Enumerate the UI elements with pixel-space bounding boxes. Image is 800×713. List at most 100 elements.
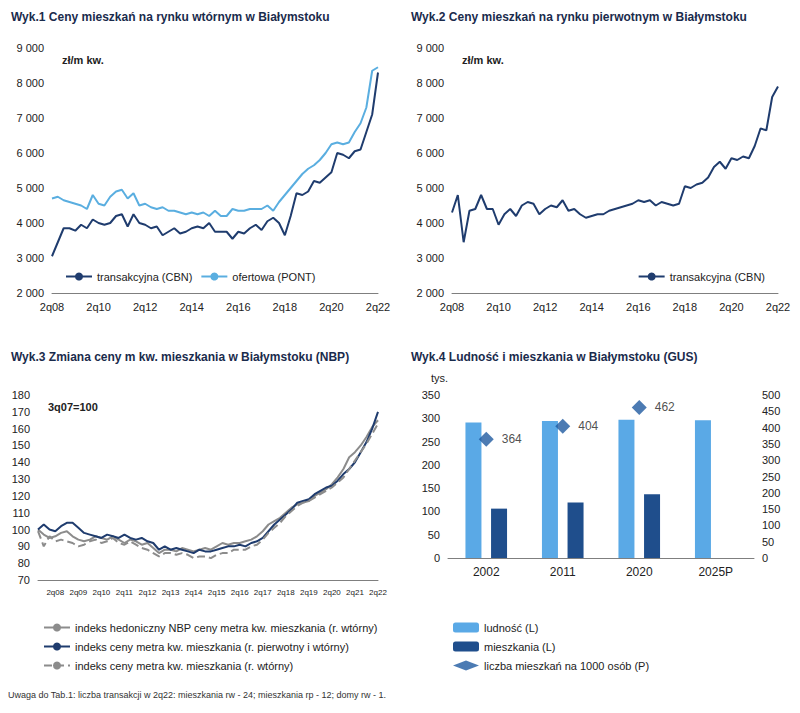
svg-text:404: 404 — [578, 419, 598, 433]
svg-text:2q17: 2q17 — [254, 588, 272, 597]
svg-text:130: 130 — [12, 473, 30, 485]
svg-text:2q10: 2q10 — [486, 301, 510, 313]
svg-text:2q21: 2q21 — [346, 588, 364, 597]
svg-text:2q18: 2q18 — [673, 301, 697, 313]
svg-text:2q20: 2q20 — [719, 301, 743, 313]
svg-text:0: 0 — [434, 552, 440, 564]
svg-text:3 000: 3 000 — [16, 252, 44, 264]
svg-text:2q18: 2q18 — [273, 301, 297, 313]
svg-text:2q16: 2q16 — [226, 301, 250, 313]
svg-text:50: 50 — [762, 536, 774, 548]
svg-text:0: 0 — [762, 552, 768, 564]
svg-text:300: 300 — [422, 412, 440, 424]
svg-text:7 000: 7 000 — [416, 112, 444, 124]
svg-text:Wyk.2 Ceny mieszkań na rynku p: Wyk.2 Ceny mieszkań na rynku pierwotnym … — [411, 10, 747, 24]
svg-text:364: 364 — [502, 432, 522, 446]
svg-text:100: 100 — [762, 519, 780, 531]
svg-text:2q22: 2q22 — [369, 588, 387, 597]
svg-text:2q10: 2q10 — [92, 588, 110, 597]
svg-text:2q22: 2q22 — [766, 301, 790, 313]
svg-text:300: 300 — [762, 454, 780, 466]
svg-text:50: 50 — [428, 529, 440, 541]
svg-text:2q09: 2q09 — [69, 588, 87, 597]
svg-text:2002: 2002 — [473, 565, 500, 579]
svg-text:150: 150 — [422, 482, 440, 494]
svg-text:2020: 2020 — [626, 565, 653, 579]
svg-text:6 000: 6 000 — [16, 147, 44, 159]
svg-text:2q16: 2q16 — [626, 301, 650, 313]
svg-text:3q07=100: 3q07=100 — [48, 401, 98, 413]
svg-text:2q12: 2q12 — [133, 301, 157, 313]
svg-text:2q14: 2q14 — [179, 301, 203, 313]
svg-text:5 000: 5 000 — [416, 182, 444, 194]
svg-text:7 000: 7 000 — [16, 112, 44, 124]
svg-text:8 000: 8 000 — [416, 77, 444, 89]
svg-text:indeks hedoniczny NBP ceny met: indeks hedoniczny NBP ceny metra kw. mie… — [75, 622, 377, 634]
svg-text:indeks ceny metra kw. mieszkan: indeks ceny metra kw. mieszkania (r. pie… — [75, 641, 349, 653]
svg-text:80: 80 — [18, 557, 30, 569]
svg-text:6 000: 6 000 — [416, 147, 444, 159]
svg-text:zł/m kw.: zł/m kw. — [62, 54, 104, 66]
svg-text:2q15: 2q15 — [208, 588, 226, 597]
svg-text:2q14: 2q14 — [185, 588, 203, 597]
svg-text:2025P: 2025P — [698, 565, 733, 579]
svg-text:mieszkania (L): mieszkania (L) — [484, 641, 556, 653]
svg-text:2011: 2011 — [550, 565, 576, 579]
svg-text:200: 200 — [422, 459, 440, 471]
svg-text:160: 160 — [12, 423, 30, 435]
svg-text:250: 250 — [422, 436, 440, 448]
svg-text:transakcyjna (CBN): transakcyjna (CBN) — [97, 271, 192, 283]
svg-text:462: 462 — [655, 400, 675, 414]
svg-text:400: 400 — [762, 422, 780, 434]
svg-text:2q20: 2q20 — [323, 588, 341, 597]
svg-text:2q20: 2q20 — [319, 301, 343, 313]
svg-text:2q08: 2q08 — [440, 301, 464, 313]
svg-text:2 000: 2 000 — [16, 287, 44, 299]
svg-text:200: 200 — [762, 487, 780, 499]
svg-text:9 000: 9 000 — [16, 42, 44, 54]
svg-text:100: 100 — [12, 524, 30, 536]
svg-text:2q18: 2q18 — [277, 588, 295, 597]
svg-text:350: 350 — [422, 389, 440, 401]
svg-text:2q08: 2q08 — [46, 588, 64, 597]
svg-text:90: 90 — [18, 540, 30, 552]
svg-text:2q19: 2q19 — [300, 588, 318, 597]
svg-text:Wyk.3 Zmiana ceny m kw. mieszk: Wyk.3 Zmiana ceny m kw. mieszkania w Bia… — [11, 350, 349, 364]
svg-text:liczba mieszkań na 1000 osób (: liczba mieszkań na 1000 osób (P) — [484, 660, 649, 672]
svg-text:ofertowa (PONT): ofertowa (PONT) — [232, 271, 315, 283]
svg-text:140: 140 — [12, 456, 30, 468]
svg-text:170: 170 — [12, 406, 30, 418]
svg-text:5 000: 5 000 — [16, 182, 44, 194]
svg-text:500: 500 — [762, 389, 780, 401]
svg-text:110: 110 — [12, 507, 30, 519]
svg-text:Wyk.1 Ceny mieszkań na rynku w: Wyk.1 Ceny mieszkań na rynku wtórnym w B… — [11, 10, 330, 24]
svg-text:120: 120 — [12, 490, 30, 502]
svg-text:2q22: 2q22 — [366, 301, 390, 313]
svg-text:Wyk.4 Ludność i mieszkania w B: Wyk.4 Ludność i mieszkania w Białymstoku… — [411, 350, 698, 364]
svg-text:2q11: 2q11 — [116, 588, 134, 597]
svg-text:zł/m kw.: zł/m kw. — [462, 54, 504, 66]
svg-text:250: 250 — [762, 471, 780, 483]
svg-text:4 000: 4 000 — [416, 217, 444, 229]
svg-text:2q10: 2q10 — [86, 301, 110, 313]
svg-text:2q12: 2q12 — [139, 588, 157, 597]
svg-text:150: 150 — [762, 503, 780, 515]
svg-text:transakcyjna (CBN): transakcyjna (CBN) — [670, 271, 765, 283]
svg-text:9 000: 9 000 — [416, 42, 444, 54]
svg-text:2q08: 2q08 — [40, 301, 64, 313]
svg-text:2 000: 2 000 — [416, 287, 444, 299]
svg-text:2q13: 2q13 — [162, 588, 180, 597]
svg-text:tys.: tys. — [431, 372, 448, 384]
svg-text:2q12: 2q12 — [533, 301, 557, 313]
svg-text:8 000: 8 000 — [16, 77, 44, 89]
svg-text:indeks ceny metra kw. mieszkan: indeks ceny metra kw. mieszkania (r. wtó… — [75, 660, 293, 672]
svg-text:100: 100 — [422, 505, 440, 517]
svg-text:ludność (L): ludność (L) — [484, 622, 538, 634]
svg-text:350: 350 — [762, 438, 780, 450]
svg-text:3 000: 3 000 — [416, 252, 444, 264]
svg-text:70: 70 — [18, 574, 30, 586]
svg-text:4 000: 4 000 — [16, 217, 44, 229]
svg-text:2q16: 2q16 — [231, 588, 249, 597]
svg-text:180: 180 — [12, 389, 30, 401]
svg-text:450: 450 — [762, 405, 780, 417]
